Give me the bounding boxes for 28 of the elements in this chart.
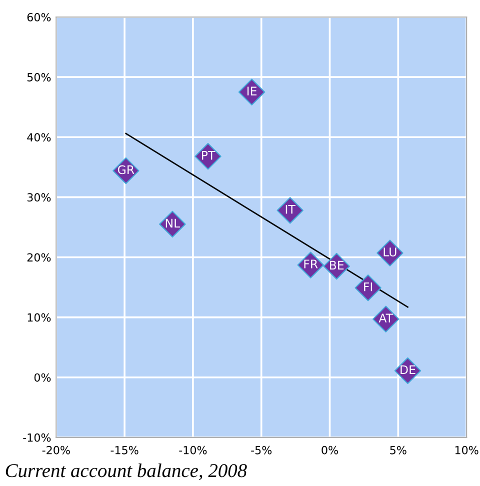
annotation: FR xyxy=(304,260,318,268)
annotation: AT xyxy=(378,314,394,322)
y-tick-label: -10% xyxy=(23,433,51,442)
annotation: IE xyxy=(247,86,256,96)
annotation: GR xyxy=(118,165,134,174)
annotation: PT xyxy=(202,150,216,160)
annotation: FI xyxy=(364,282,372,292)
y-tick-label: 60% xyxy=(27,12,51,22)
x-tick-label: 5% xyxy=(390,446,406,454)
annotation: LU xyxy=(384,248,396,256)
point xyxy=(354,274,382,302)
x-tick-label: 10% xyxy=(455,446,478,454)
annotation: DE xyxy=(400,365,416,374)
x-tick-label: -5% xyxy=(251,446,272,454)
x-tick-label: -20% xyxy=(42,446,70,454)
y-tick-label: 20% xyxy=(27,253,51,262)
y-tick-label: 0% xyxy=(34,373,51,382)
y-tick-label: 50% xyxy=(27,73,51,82)
y-tick-label: 10% xyxy=(28,313,51,322)
y-tick-label: 30% xyxy=(27,193,51,202)
x-tick-label: -15% xyxy=(110,446,138,454)
annotation: IT xyxy=(286,205,296,214)
annotation: BE xyxy=(330,260,344,270)
x-axis-title: Current account balance, 2008 xyxy=(6,464,247,480)
y-tick-label: 40% xyxy=(27,133,51,142)
x-tick-label: -10% xyxy=(179,446,207,454)
x-tick-label: 0% xyxy=(322,446,338,454)
annotation: NL xyxy=(166,218,180,228)
